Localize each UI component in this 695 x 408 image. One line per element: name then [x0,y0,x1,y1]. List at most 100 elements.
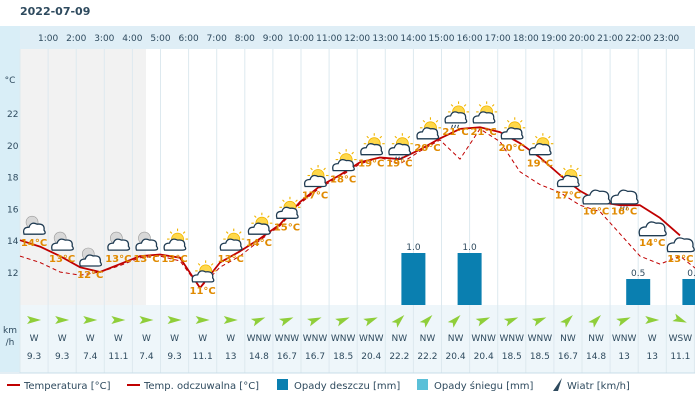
partly-cloudy-night-icon [135,231,159,251]
temperature-label: 13°C [105,254,131,265]
hour-label: 4:00 [122,34,142,44]
wind-speed-label: 9.3 [55,352,69,362]
wind-direction-label: W [58,334,67,344]
temp-unit-label: °C [5,76,16,86]
partly-cloudy-day-rain-icon [444,101,470,129]
temperature-label: 21°C [442,127,468,138]
hour-label: 9:00 [263,34,283,44]
rain-bars: 1.0 1.0 0.5 0.5 [401,243,695,305]
hour-label: 13:00 [372,34,398,44]
wind-speed-label: 16.7 [305,352,325,362]
partly-cloudy-day-icon [472,101,498,124]
wind-arrow [250,317,266,327]
legend-feels-like-label: Temp. odczuwalna [°C] [143,381,259,392]
temperature-label: 13°C [667,254,693,265]
temperature-label: 20°C [499,143,525,154]
partly-cloudy-day-icon [528,133,554,156]
wind-speed-label: 13 [647,352,658,362]
partly-cloudy-day-icon [275,196,301,219]
wind-arrow [475,317,491,327]
hour-label: 1:00 [38,34,58,44]
wind-speed-label: 16.7 [558,352,578,362]
legend-snow-label: Opady śniegu [mm] [434,380,534,392]
left-axis-band [0,26,20,372]
wind-arrow [278,317,294,327]
wind-arrow [645,316,660,324]
partly-cloudy-day-icon [247,212,273,235]
wind-direction-label: NW [588,334,604,344]
wind-speed-label: 7.4 [83,352,98,362]
wind-speed-label: 20.4 [361,352,381,362]
wind-arrow [447,315,461,328]
hour-label: 12:00 [344,34,370,44]
y-tick-label: 20 [7,142,19,152]
wind-arrow [167,316,182,324]
wind-arrow [27,316,42,324]
hour-label: 22:00 [625,34,651,44]
legend-rain-swatch [277,379,288,390]
partly-cloudy-day-rain-icon [388,133,413,160]
wind-arrow [419,315,433,328]
wind-arrow [560,315,573,328]
rain-bar [682,279,695,305]
y-tick-label: 16 [7,205,19,215]
wind-arrow [672,313,687,323]
legend-rain-label: Opady deszczu [mm] [294,381,400,392]
partly-cloudy-day-icon [303,165,329,188]
wind-rows: W9.3W9.3W7.4W11.1W7.4W9.3W11.1W13WNW14.8… [27,313,693,362]
rain-bar-label: 1.0 [462,243,477,253]
legend-snow-swatch [417,379,428,390]
rain-bar-label: 0.5 [631,269,645,279]
temperature-label: 20°C [414,143,440,154]
hour-label: 11:00 [316,34,342,44]
wind-arrow [111,316,126,324]
cloudy-icon [638,221,667,237]
temperature-label: 17°C [555,191,581,202]
partly-cloudy-day-icon [500,117,526,140]
legend: Temperatura [°C] Temp. odczuwalna [°C] O… [7,378,630,392]
partly-cloudy-night-icon [22,215,46,235]
wind-arrow [588,315,601,328]
hour-label: 15:00 [429,34,455,44]
wind-speed-label: 20.4 [446,352,466,362]
wind-direction-label: WNW [331,334,356,344]
wind-arrow [616,317,631,327]
hour-label: 8:00 [235,34,255,44]
legend-wind-icon [553,378,562,391]
y-tick-label: 18 [7,174,19,184]
y-tick-label: 22 [7,110,18,120]
wind-direction-label: W [198,334,207,344]
wind-unit-label-h: /h [6,338,15,348]
wind-arrow [503,317,519,327]
temperature-label: 14°C [246,238,272,249]
wind-arrow [55,316,70,324]
rain-bar [626,279,651,305]
weather-icons [22,101,695,283]
wind-speed-label: 11.1 [108,352,128,362]
wind-speed-label: 22.2 [417,352,437,362]
wind-direction-label: WNW [303,334,328,344]
wind-arrow [195,316,210,324]
temperature-label: 13°C [161,254,187,265]
partly-cloudy-day-icon [332,149,357,172]
wind-speed-label: 16.7 [277,352,297,362]
wind-direction-label: NW [420,334,436,344]
wind-arrow [223,316,238,324]
wind-direction-label: WNW [471,334,496,344]
partly-cloudy-night-icon [79,247,103,267]
wind-direction-label: WSW [669,334,693,344]
temperature-label: 21°C [471,127,497,138]
wind-speed-label: 18.5 [333,352,353,362]
y-tick-label: 14 [7,237,19,247]
date-title: 2022-07-09 [20,5,90,18]
wind-arrow [335,317,350,327]
partly-cloudy-day-icon [556,165,582,188]
partly-cloudy-day-icon [416,117,441,140]
wind-direction-label: WNW [275,334,300,344]
temperature-label: 11°C [190,286,216,297]
temperature-label: 14°C [21,238,47,249]
feels-like-line [19,128,695,289]
hour-label: 18:00 [513,34,539,44]
wind-speed-label: 20.4 [474,352,494,362]
wind-direction-label: W [30,334,39,344]
